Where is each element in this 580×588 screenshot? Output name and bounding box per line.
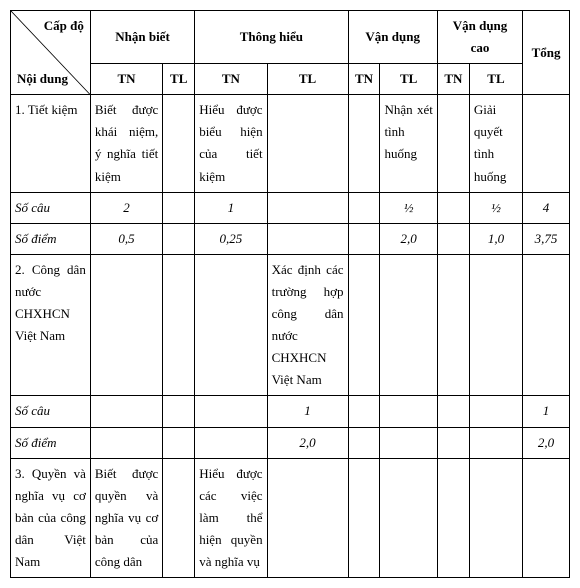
cell: 3,75 bbox=[523, 223, 570, 254]
cell: 0,25 bbox=[195, 223, 267, 254]
cell: 1,0 bbox=[469, 223, 522, 254]
cell: 2,0 bbox=[523, 427, 570, 458]
header-tl: TL bbox=[163, 64, 195, 95]
cell bbox=[437, 458, 469, 577]
cell: ½ bbox=[469, 192, 522, 223]
cell bbox=[380, 254, 437, 396]
cell bbox=[267, 95, 348, 192]
cell bbox=[437, 192, 469, 223]
matrix-table: Cấp độ Nội dung Nhận biết Thông hiểu Vận… bbox=[10, 10, 570, 578]
cell bbox=[163, 254, 195, 396]
row-label: 1. Tiết kiệm bbox=[11, 95, 91, 192]
row-label: Số câu bbox=[11, 192, 91, 223]
cell bbox=[163, 458, 195, 577]
cell bbox=[437, 396, 469, 427]
header-group-4: Vận dụng cao bbox=[437, 11, 522, 64]
header-tn: TN bbox=[195, 64, 267, 95]
cell bbox=[523, 254, 570, 396]
table-row: 2. Công dân nước CHXHCN Việt Nam Xác định… bbox=[11, 254, 570, 396]
cell bbox=[437, 223, 469, 254]
cell bbox=[163, 192, 195, 223]
header-tl: TL bbox=[469, 64, 522, 95]
cell bbox=[437, 427, 469, 458]
header-tl: TL bbox=[267, 64, 348, 95]
header-tn: TN bbox=[348, 64, 380, 95]
cell bbox=[90, 254, 162, 396]
cell bbox=[90, 427, 162, 458]
header-total: Tổng bbox=[523, 11, 570, 95]
cell bbox=[437, 254, 469, 396]
row-label: Số câu bbox=[11, 396, 91, 427]
cell: ½ bbox=[380, 192, 437, 223]
cell bbox=[380, 458, 437, 577]
cell: 4 bbox=[523, 192, 570, 223]
cell bbox=[195, 427, 267, 458]
cell bbox=[267, 223, 348, 254]
cell bbox=[348, 254, 380, 396]
cell: 1 bbox=[267, 396, 348, 427]
cell bbox=[469, 396, 522, 427]
cell bbox=[469, 254, 522, 396]
table-header: Cấp độ Nội dung Nhận biết Thông hiểu Vận… bbox=[11, 11, 570, 95]
header-content: Nội dung bbox=[17, 68, 68, 90]
cell: 2 bbox=[90, 192, 162, 223]
cell bbox=[348, 427, 380, 458]
row-label: Số điểm bbox=[11, 223, 91, 254]
table-body: 1. Tiết kiệmBiết được khái niệm, ý nghĩa… bbox=[11, 95, 570, 578]
cell bbox=[163, 223, 195, 254]
header-level: Cấp độ bbox=[44, 15, 84, 37]
cell bbox=[90, 396, 162, 427]
header-group-2: Thông hiểu bbox=[195, 11, 348, 64]
cell: 1 bbox=[523, 396, 570, 427]
cell bbox=[523, 458, 570, 577]
cell bbox=[523, 95, 570, 192]
cell: Giải quyết tình huống bbox=[469, 95, 522, 192]
cell bbox=[348, 192, 380, 223]
cell: 1 bbox=[195, 192, 267, 223]
table-row: Số câu21½½4 bbox=[11, 192, 570, 223]
cell bbox=[267, 192, 348, 223]
cell: Biết được khái niệm, ý nghĩa tiết kiệm bbox=[90, 95, 162, 192]
table-row: Số điểm 2,0 2,0 bbox=[11, 427, 570, 458]
cell bbox=[163, 95, 195, 192]
cell bbox=[163, 396, 195, 427]
cell bbox=[348, 396, 380, 427]
table-row: 3. Quyền và nghĩa vụ cơ bản của công dân… bbox=[11, 458, 570, 577]
cell bbox=[163, 427, 195, 458]
cell: Hiểu được biểu hiện của tiết kiệm bbox=[195, 95, 267, 192]
cell bbox=[437, 95, 469, 192]
cell bbox=[195, 396, 267, 427]
row-label: 2. Công dân nước CHXHCN Việt Nam bbox=[11, 254, 91, 396]
cell bbox=[380, 427, 437, 458]
header-tn: TN bbox=[90, 64, 162, 95]
table-row: 1. Tiết kiệmBiết được khái niệm, ý nghĩa… bbox=[11, 95, 570, 192]
cell: Biết được quyền và nghĩa vụ cơ bản của c… bbox=[90, 458, 162, 577]
cell: 2,0 bbox=[267, 427, 348, 458]
cell bbox=[469, 458, 522, 577]
table-row: Số câu 1 1 bbox=[11, 396, 570, 427]
cell: Xác định các trường hợp công dân nước CH… bbox=[267, 254, 348, 396]
cell: Hiểu được các việc làm thể hiện quyền và… bbox=[195, 458, 267, 577]
header-tl: TL bbox=[380, 64, 437, 95]
cell bbox=[469, 427, 522, 458]
cell bbox=[348, 458, 380, 577]
cell: 0,5 bbox=[90, 223, 162, 254]
cell: Nhận xét tình huống bbox=[380, 95, 437, 192]
row-label: Số điểm bbox=[11, 427, 91, 458]
cell bbox=[348, 95, 380, 192]
header-tn: TN bbox=[437, 64, 469, 95]
cell: 2,0 bbox=[380, 223, 437, 254]
cell bbox=[267, 458, 348, 577]
row-label: 3. Quyền và nghĩa vụ cơ bản của công dân… bbox=[11, 458, 91, 577]
header-group-1: Nhận biết bbox=[90, 11, 194, 64]
header-diagonal: Cấp độ Nội dung bbox=[11, 11, 91, 95]
header-group-3: Vận dụng bbox=[348, 11, 437, 64]
table-row: Số điểm0,5 0,25 2,0 1,03,75 bbox=[11, 223, 570, 254]
cell bbox=[195, 254, 267, 396]
cell bbox=[348, 223, 380, 254]
cell bbox=[380, 396, 437, 427]
